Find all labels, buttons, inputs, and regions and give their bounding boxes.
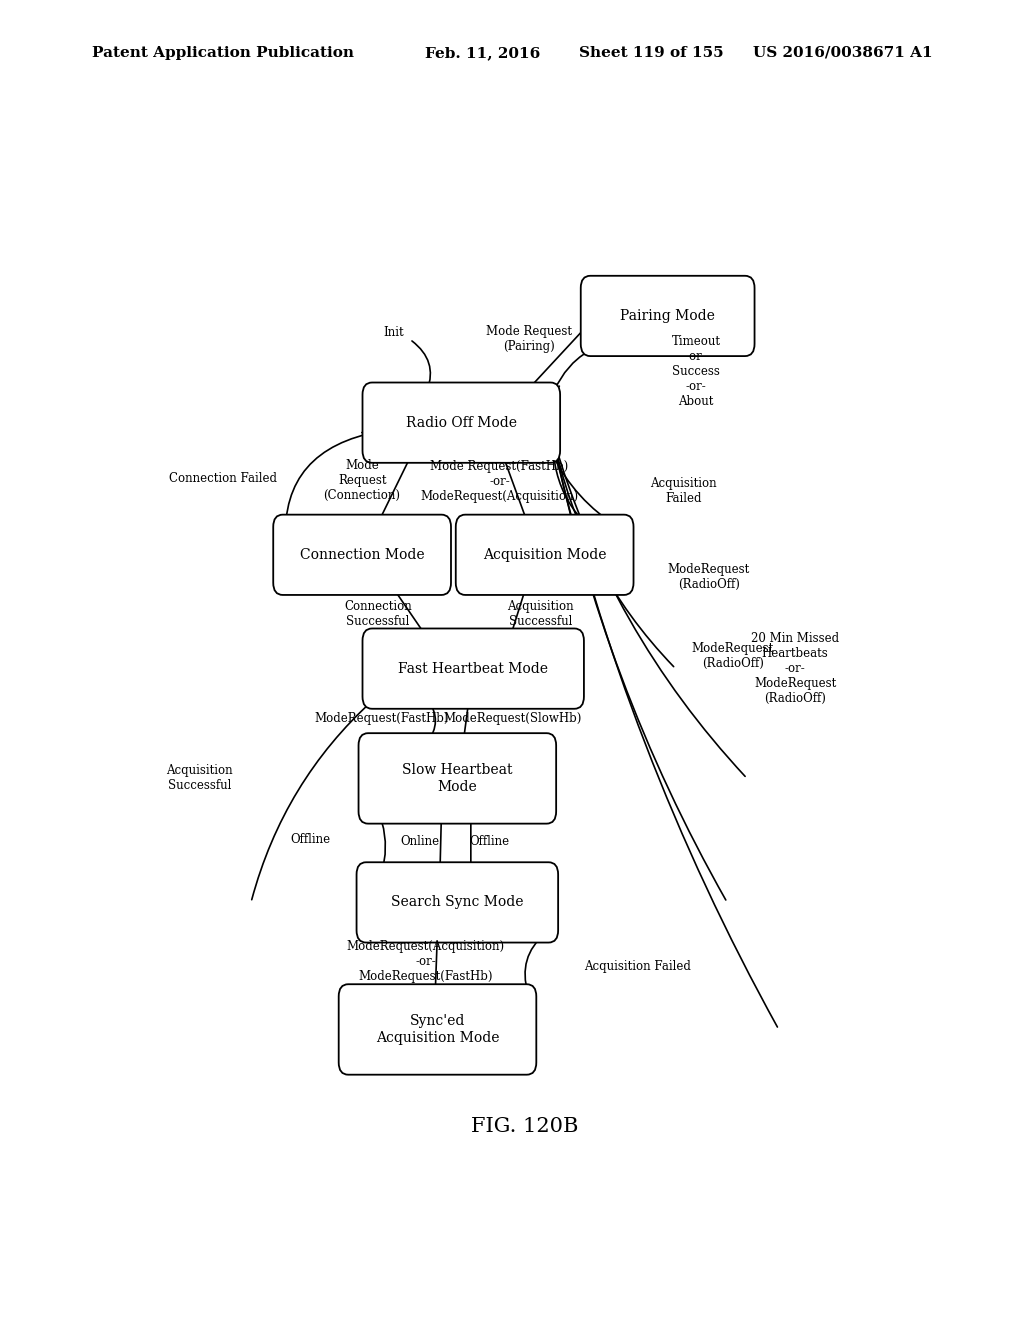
Text: Acquisition
Successful: Acquisition Successful xyxy=(166,764,232,792)
Text: Feb. 11, 2016: Feb. 11, 2016 xyxy=(425,46,541,59)
Text: Slow Heartbeat
Mode: Slow Heartbeat Mode xyxy=(402,763,513,793)
Text: Fast Heartbeat Mode: Fast Heartbeat Mode xyxy=(398,661,548,676)
Text: Radio Off Mode: Radio Off Mode xyxy=(406,416,517,430)
FancyBboxPatch shape xyxy=(339,985,537,1074)
Text: Online: Online xyxy=(400,836,439,847)
Text: ModeRequest
(RadioOff): ModeRequest (RadioOff) xyxy=(691,643,774,671)
FancyBboxPatch shape xyxy=(362,383,560,463)
Text: Connection
Successful: Connection Successful xyxy=(344,599,412,628)
Text: Patent Application Publication: Patent Application Publication xyxy=(92,46,354,59)
FancyBboxPatch shape xyxy=(358,733,556,824)
Text: Search Sync Mode: Search Sync Mode xyxy=(391,895,523,909)
Text: Mode Request(FastHb)
-or-
ModeRequest(Acquisition): Mode Request(FastHb) -or- ModeRequest(Ac… xyxy=(420,461,579,503)
FancyBboxPatch shape xyxy=(273,515,451,595)
Text: Mode
Request
(Connection): Mode Request (Connection) xyxy=(324,459,400,502)
Text: Acquisition Mode: Acquisition Mode xyxy=(483,548,606,562)
Text: Init: Init xyxy=(384,326,404,339)
Text: Connection Mode: Connection Mode xyxy=(300,548,424,562)
Text: ModeRequest(Acquisition)
-or-
ModeRequest(FastHb): ModeRequest(Acquisition) -or- ModeReques… xyxy=(346,940,505,983)
Text: Timeout
-or-
Success
-or-
About: Timeout -or- Success -or- About xyxy=(672,335,721,408)
Text: 20 Min Missed
Heartbeats
-or-
ModeRequest
(RadioOff): 20 Min Missed Heartbeats -or- ModeReques… xyxy=(751,632,839,705)
Text: Acquisition Failed: Acquisition Failed xyxy=(585,960,691,973)
Text: Sheet 119 of 155: Sheet 119 of 155 xyxy=(579,46,723,59)
FancyBboxPatch shape xyxy=(356,862,558,942)
Text: Connection Failed: Connection Failed xyxy=(169,473,278,484)
Text: Sync'ed
Acquisition Mode: Sync'ed Acquisition Mode xyxy=(376,1014,500,1044)
Text: Pairing Mode: Pairing Mode xyxy=(621,309,715,323)
Text: ModeRequest
(RadioOff): ModeRequest (RadioOff) xyxy=(668,564,750,591)
Text: FIG. 120B: FIG. 120B xyxy=(471,1117,579,1135)
FancyBboxPatch shape xyxy=(456,515,634,595)
Text: Acquisition
Successful: Acquisition Successful xyxy=(507,599,574,628)
FancyBboxPatch shape xyxy=(581,276,755,356)
Text: ModeRequest(SlowHb): ModeRequest(SlowHb) xyxy=(443,711,582,725)
Text: Mode Request
(Pairing): Mode Request (Pairing) xyxy=(485,325,571,354)
Text: Acquisition
Failed: Acquisition Failed xyxy=(650,477,717,504)
Text: Offline: Offline xyxy=(470,836,510,847)
Text: Offline: Offline xyxy=(291,833,331,846)
Text: ModeRequest(FastHb): ModeRequest(FastHb) xyxy=(314,711,450,725)
FancyBboxPatch shape xyxy=(362,628,584,709)
Text: US 2016/0038671 A1: US 2016/0038671 A1 xyxy=(753,46,932,59)
